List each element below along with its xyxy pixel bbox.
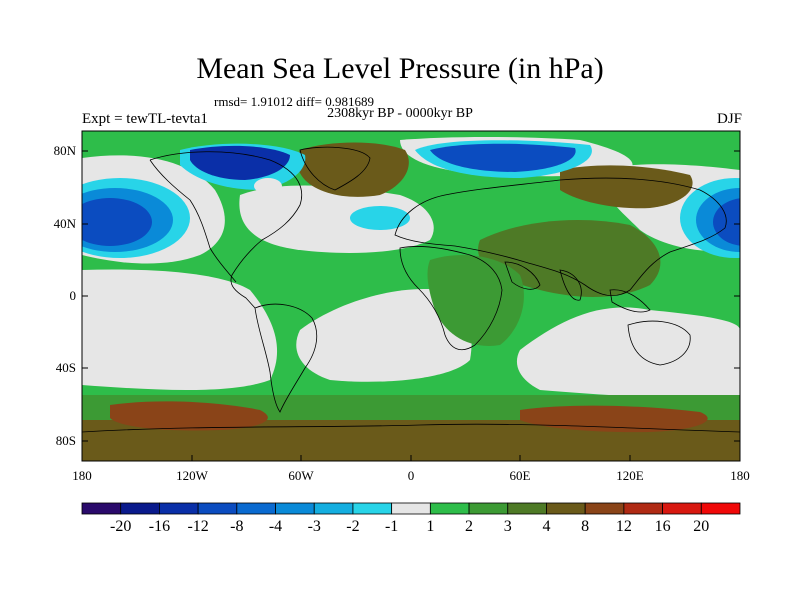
colorbar-label: -4	[268, 518, 283, 535]
colorbar-swatch	[391, 502, 431, 515]
colorbar-label: 8	[581, 518, 590, 535]
colorbar-swatch	[584, 502, 625, 515]
field-neutral-indian-south	[516, 307, 740, 400]
colorbar-label: 2	[465, 518, 474, 535]
y-tick-label: 0	[69, 288, 77, 303]
colorbar-label: -1	[384, 518, 399, 535]
colorbar-swatch	[81, 502, 122, 515]
field-brown-siberia	[560, 165, 693, 209]
x-tick-label: 180	[730, 468, 750, 483]
colorbar-label: -16	[148, 518, 171, 535]
colorbar-swatch	[275, 502, 315, 515]
colorbar-label: 1	[426, 518, 435, 535]
colorbar	[81, 502, 741, 515]
colorbar-swatch	[159, 502, 199, 515]
field-neutral-pacific-south	[82, 269, 278, 390]
y-tick-label: 40S	[55, 360, 76, 375]
colorbar-swatch	[352, 502, 393, 515]
colorbar-swatch	[120, 502, 160, 515]
field-low-westpacific-core	[713, 198, 740, 246]
colorbar-label: -8	[230, 518, 244, 535]
colorbar-swatch	[197, 502, 238, 515]
colorbar-swatch	[507, 502, 547, 515]
field-neutral-atlantic-south	[296, 289, 472, 382]
x-tick-label: 60E	[509, 468, 531, 483]
colorbar-label: 12	[615, 518, 632, 535]
colorbar-label: 16	[654, 518, 671, 535]
y-tick-label: 80S	[55, 433, 76, 448]
field-brown-antarctic-deep	[110, 401, 268, 431]
field-low-aleutian-core	[82, 198, 152, 246]
colorbar-label: 20	[693, 518, 710, 535]
x-tick-label: 0	[407, 468, 415, 483]
axis-ticks	[81, 150, 741, 461]
y-tick-label: 80N	[53, 143, 76, 158]
colorbar-label: -3	[307, 518, 321, 535]
colorbar-swatch	[236, 502, 276, 515]
colorbar-swatch	[429, 502, 470, 515]
x-tick-label: 120W	[176, 468, 208, 483]
field-low-iceland	[350, 206, 410, 230]
coastlines	[82, 146, 740, 433]
field-olive-asia	[478, 220, 661, 297]
colorbar-swatch	[546, 502, 586, 515]
colorbar-swatch	[623, 502, 663, 515]
colorbar-swatch	[662, 502, 702, 515]
y-tick-label: 40N	[53, 216, 76, 231]
field-low-barents-core	[430, 143, 576, 172]
field-brown-greenland	[297, 142, 409, 197]
experiment-label: Expt = tewTL-tevta1	[82, 111, 208, 127]
colorbar-label: -2	[346, 518, 360, 535]
colorbar-label: 4	[542, 518, 551, 535]
period-line: 2308kyr BP - 0000kyr BP	[327, 106, 473, 121]
colorbar-swatch	[700, 502, 741, 515]
colorbar-swatch	[313, 502, 354, 515]
field-neutral-atlantic-north	[239, 185, 434, 253]
x-tick-label: 120E	[616, 468, 644, 483]
x-tick-label: 60W	[288, 468, 314, 483]
season-label: DJF	[716, 111, 742, 127]
colorbar-swatch	[468, 502, 509, 515]
colorbar-label: 3	[503, 518, 512, 535]
colorbar-label: -20	[110, 518, 132, 535]
x-tick-label: 180	[72, 468, 92, 483]
field-olive-africa	[427, 255, 524, 346]
colorbar-label: -12	[187, 518, 209, 535]
field-neutral-hudson	[254, 178, 282, 194]
stats-line: rmsd= 1.91012 diff= 0.981689	[214, 94, 374, 109]
chart-title: Mean Sea Level Pressure (in hPa)	[196, 52, 604, 85]
field-low-canada-core	[190, 145, 290, 180]
